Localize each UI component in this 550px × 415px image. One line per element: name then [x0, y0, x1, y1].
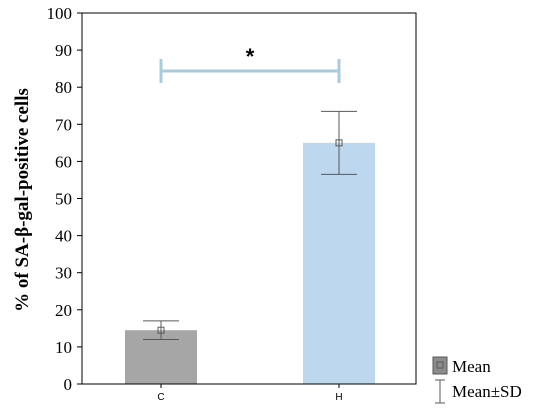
significance-star: * — [246, 44, 255, 69]
mean-marker — [157, 326, 165, 334]
x-tick-label: C — [157, 392, 164, 403]
bar-h — [303, 142, 375, 384]
y-tick-label: 100 — [47, 4, 73, 23]
bars — [125, 142, 375, 384]
y-tick-label: 30 — [55, 264, 72, 283]
y-tick-label: 10 — [55, 338, 72, 357]
y-tick-label: 80 — [55, 78, 72, 97]
legend-mean-swatch — [432, 356, 448, 375]
y-axis-ticks: 0 10 20 30 40 50 60 70 80 90 100 — [47, 4, 82, 394]
y-tick-label: 50 — [55, 190, 72, 209]
y-tick-label: 60 — [55, 152, 72, 171]
legend: Mean Mean±SD — [432, 356, 522, 404]
y-tick-label: 90 — [55, 41, 72, 60]
error-bars — [143, 110, 357, 340]
y-tick-label: 20 — [55, 301, 72, 320]
y-tick-label: 40 — [55, 227, 72, 246]
y-axis-label: % of SA-β-gal-positive cells — [12, 88, 33, 312]
mean-marker — [335, 139, 343, 147]
legend-label-sd: Mean±SD — [452, 382, 522, 401]
plot-frame — [81, 12, 417, 385]
y-tick-label: 0 — [64, 375, 73, 394]
significance-bracket: * — [159, 44, 341, 83]
legend-mean-marker — [436, 361, 444, 369]
x-tick-label: H — [335, 392, 342, 403]
y-tick-label: 70 — [55, 115, 72, 134]
legend-label-mean: Mean — [452, 357, 491, 376]
